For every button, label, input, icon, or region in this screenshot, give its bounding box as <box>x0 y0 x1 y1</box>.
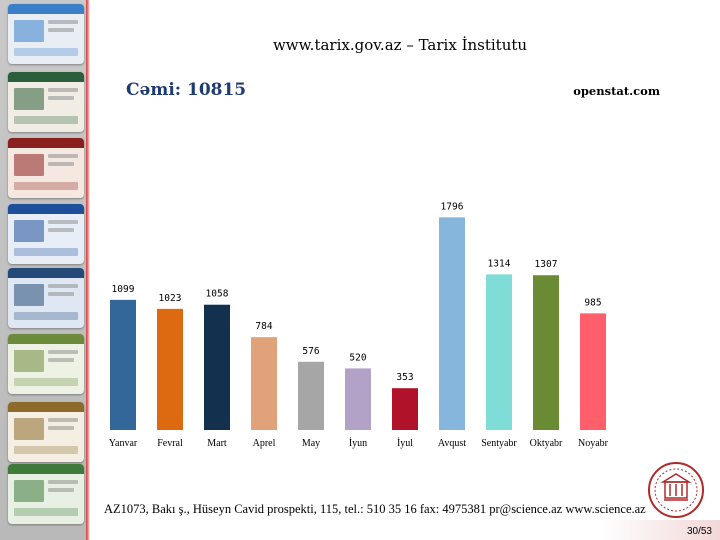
monthly-bar-chart: 1099 Yanvar 1023 Fevral 1058 Mart 784 Aprel 576 M… <box>109 201 609 449</box>
category-label-8: Avqust <box>438 438 466 449</box>
bar-6 <box>345 368 371 430</box>
thumb-1 <box>8 4 84 64</box>
value-label-9: 1314 <box>488 258 511 269</box>
bar-1 <box>110 299 136 430</box>
category-label-10: Oktyabr <box>530 438 563 449</box>
value-label-1: 1099 <box>112 284 135 295</box>
value-label-4: 784 <box>255 321 272 332</box>
value-label-7: 353 <box>396 372 413 383</box>
page-number: 30/53 <box>686 526 712 537</box>
total-count: Cəmi: 10815 <box>126 80 247 100</box>
bar-11 <box>580 313 606 430</box>
bar-7 <box>392 388 418 430</box>
value-label-5: 576 <box>302 346 319 357</box>
thumb-3 <box>8 138 84 198</box>
value-label-10: 1307 <box>535 259 558 270</box>
category-label-6: İyun <box>349 437 367 449</box>
bar-8 <box>439 217 465 430</box>
bar-5 <box>298 361 324 430</box>
value-label-3: 1058 <box>206 289 229 300</box>
value-label-11: 985 <box>584 297 601 308</box>
page-title: www.tarix.gov.az – Tarix İnstitutu <box>272 36 528 54</box>
thumb-8 <box>8 464 84 524</box>
bar-4 <box>251 337 277 430</box>
category-label-3: Mart <box>207 438 227 449</box>
value-label-8: 1796 <box>441 201 464 212</box>
category-label-9: Sentyabr <box>481 438 517 449</box>
academy-seal-icon <box>648 462 704 518</box>
bar-9 <box>486 274 512 430</box>
thumb-4 <box>8 204 84 264</box>
footer-address: AZ1073, Bakı ş., Hüseyn Cavid prospekti,… <box>104 502 646 516</box>
category-label-4: Aprel <box>253 438 276 449</box>
thumb-2 <box>8 72 84 132</box>
thumb-5 <box>8 268 84 328</box>
category-label-2: Fevral <box>157 438 183 449</box>
category-label-11: Noyabr <box>578 438 609 449</box>
page-number-bar <box>600 520 720 540</box>
category-label-5: May <box>302 438 320 449</box>
thumb-7 <box>8 402 84 462</box>
bar-3 <box>204 304 230 430</box>
value-label-2: 1023 <box>159 293 182 304</box>
bar-10 <box>533 275 559 430</box>
category-label-1: Yanvar <box>109 438 138 449</box>
value-label-6: 520 <box>349 352 366 363</box>
source-label: openstat.com <box>573 84 660 98</box>
strip-edge <box>86 0 90 540</box>
category-label-7: İyul <box>397 437 413 449</box>
bar-2 <box>157 308 183 430</box>
thumb-6 <box>8 334 84 394</box>
